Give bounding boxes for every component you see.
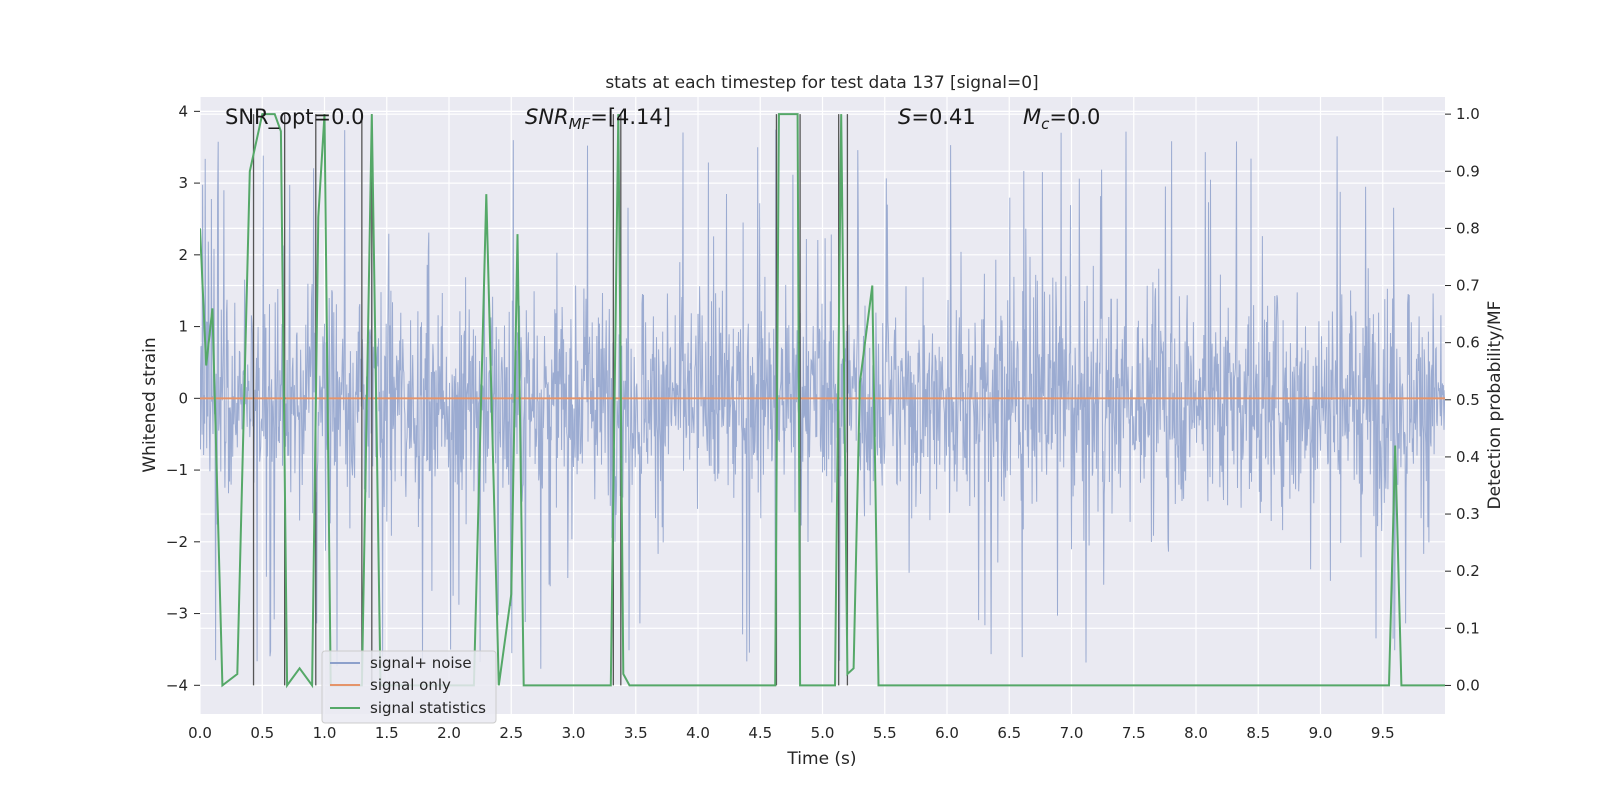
x-tick-labels: 0.0 0.5 1.0 1.5 2.0 2.5 3.0 3.5 4.0 4.5 5.0 5.5 6.0 6… [188,724,1395,742]
x-tick-label: 7.5 [1122,724,1146,742]
x-tick-label: 2.5 [499,724,523,742]
y-tick-label: −3 [166,605,188,623]
y2-tick-label: 0.1 [1456,619,1480,637]
chart-title: stats at each timestep for test data 137… [605,73,1038,93]
series-signal-statistics [200,113,1445,689]
y2-tick-label: 0.3 [1456,505,1480,523]
y2-tick-label: 0.5 [1456,391,1480,409]
x-tick-label: 9.0 [1309,724,1333,742]
x-tick-label: 0.0 [188,724,212,742]
x-tick-label: 6.0 [935,724,959,742]
signal-noise-trace [200,129,1445,669]
x-tick-label: 5.5 [873,724,897,742]
y2-tick-label: 0.8 [1456,219,1480,237]
x-tick-label: 6.5 [997,724,1021,742]
legend-label-signal-only: signal only [370,676,451,694]
y-tick-label: 2 [178,246,188,264]
annotation-mc: Mc=0.0 [1023,105,1100,133]
annotation-snr-mf: SNRMF=[4.14] [525,105,671,133]
y-axis-label: Whitened strain [140,337,160,472]
annotation-s: S=0.41 [898,105,976,129]
y-tick-label: −4 [166,676,188,694]
annotations: SNR_opt=0.0 SNRMF=[4.14] S=0.41 Mc=0.0 [225,105,1100,133]
y-tick-label: 0 [178,389,188,407]
y-tick-label: −2 [166,533,188,551]
series-signal-noise [200,129,1445,669]
legend-box [321,650,497,724]
y2-tick-label: 1.0 [1456,105,1480,123]
signal-statistics-line [200,113,1445,689]
x-tick-label: 9.5 [1371,724,1395,742]
y2-tick-label: 0.9 [1456,162,1480,180]
annotation-snr-opt: SNR_opt=0.0 [225,105,365,130]
x-tick-label: 4.5 [748,724,772,742]
y2-tick-label: 0.2 [1456,562,1480,580]
y2-tick-label: 0.6 [1456,334,1480,352]
x-tick-label: 4.0 [686,724,710,742]
y-tick-label: 3 [178,174,188,192]
x-tick-label: 3.5 [624,724,648,742]
x-tick-label: 1.0 [313,724,337,742]
y2-tick-labels: 0.0 0.1 0.2 0.3 0.4 0.5 0.6 0.7 0.8 0.9 1.0 [1445,105,1480,694]
x-tick-label: 5.0 [811,724,835,742]
legend: signal+ noise signal only signal statist… [321,650,497,724]
legend-label-signal-statistics: signal statistics [370,699,486,717]
x-tick-label: 0.5 [250,724,274,742]
y2-tick-label: 0.7 [1456,277,1480,295]
x-tick-label: 7.0 [1060,724,1084,742]
legend-label-signal-noise: signal+ noise [370,654,472,672]
y-tick-label: 1 [178,318,188,336]
x-tick-label: 8.0 [1184,724,1208,742]
x-tick-label: 3.0 [562,724,586,742]
x-tick-label: 2.0 [437,724,461,742]
y2-axis-label: Detection probability/MF [1485,301,1505,510]
x-tick-label: 8.5 [1246,724,1270,742]
y-tick-labels: −4 −3 −2 −1 0 1 2 3 4 [166,102,200,694]
y-tick-label: 4 [178,102,188,120]
y2-tick-label: 0.0 [1456,676,1480,694]
y-tick-label: −1 [166,461,188,479]
y2-tick-label: 0.4 [1456,448,1480,466]
x-tick-label: 1.5 [375,724,399,742]
x-axis-label: Time (s) [786,749,856,769]
